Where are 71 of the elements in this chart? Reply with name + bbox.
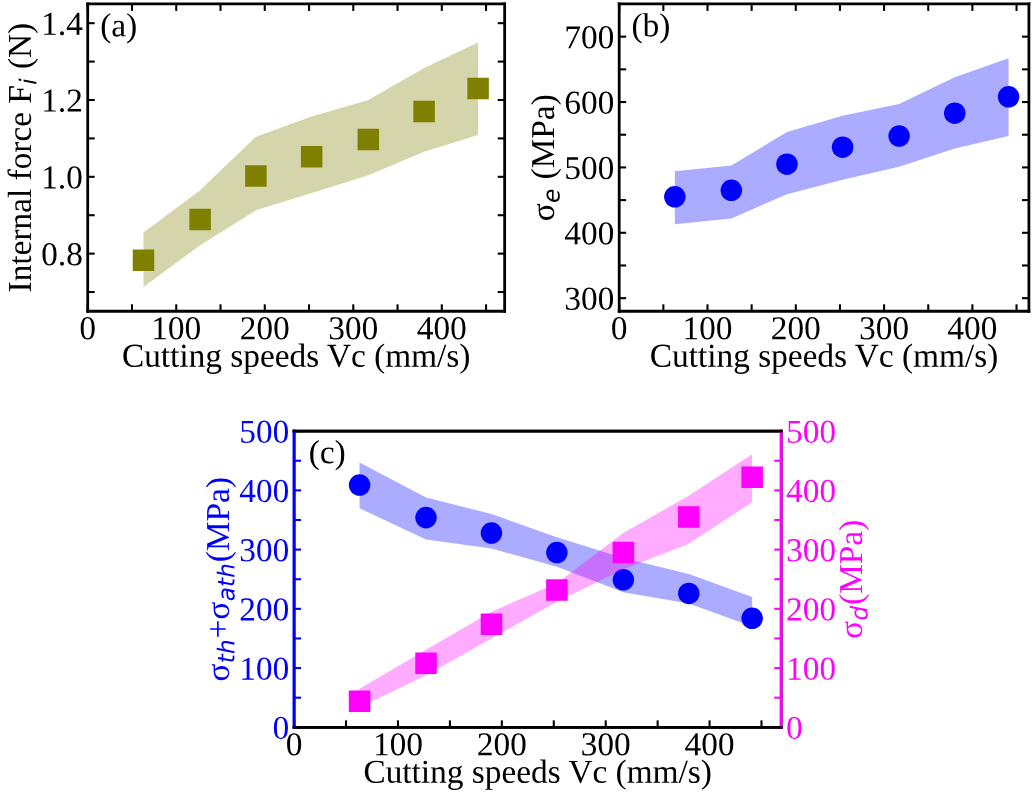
x-axis-title: Cutting speeds Vc (mm/s) <box>364 759 711 790</box>
point <box>415 652 437 675</box>
point <box>467 77 489 100</box>
point <box>720 179 743 202</box>
point <box>357 128 380 151</box>
point <box>132 249 155 271</box>
point <box>678 506 700 528</box>
y2-tick-label: 500 <box>788 420 835 444</box>
y-tick-label: 1.4 <box>44 12 83 36</box>
x-tick-label: 400 <box>685 733 734 756</box>
x-tick-label: 300 <box>582 733 630 756</box>
point <box>480 522 503 544</box>
point <box>776 153 798 175</box>
point <box>831 136 854 158</box>
y-tick-label: 200 <box>240 598 288 621</box>
y-tick-label: 300 <box>565 287 614 311</box>
y-tick-label: 500 <box>566 156 614 180</box>
point <box>612 541 635 564</box>
y2-tick-label: 100 <box>789 657 835 680</box>
y-tick-label: 600 <box>565 91 614 114</box>
point <box>413 100 435 123</box>
x-tick-label: 100 <box>685 317 732 340</box>
point <box>741 466 763 489</box>
y2-tick-label: 300 <box>787 539 835 562</box>
x-tick-label: 300 <box>860 317 908 340</box>
y-axis-title: σ$_{th}$+σ$_{ath}$(MPa) <box>205 478 237 681</box>
y2-axis-title: σ$_{d}$(MPa) <box>838 521 870 638</box>
x-tick-label: 100 <box>154 317 200 340</box>
y-tick-label: 400 <box>239 479 288 503</box>
point <box>943 102 966 124</box>
y-axis-title: σ$_{e}$ (MPa) <box>530 95 562 220</box>
y2-tick-label: 0 <box>787 716 802 740</box>
x-axis-title: Cutting speeds Vc (mm/s) <box>123 343 469 374</box>
y-tick-label: 300 <box>240 539 288 562</box>
y2-tick-label: 200 <box>787 598 835 621</box>
annotation: (c) <box>310 440 345 471</box>
x-tick-label: 300 <box>329 317 378 340</box>
x-tick-label: 200 <box>772 317 820 340</box>
point <box>888 125 910 147</box>
x-axis-title: Cutting speeds Vc (mm/s) <box>651 343 997 374</box>
y-tick-label: 0.8 <box>42 243 82 266</box>
point <box>189 208 211 231</box>
y-axis-title: Internal force F$_{i}$ (N) <box>7 24 38 292</box>
point <box>678 582 700 605</box>
point <box>348 474 371 496</box>
y-tick-label: 500 <box>241 420 288 444</box>
y-tick-label: 100 <box>242 657 288 680</box>
x-tick-label: 400 <box>417 317 466 340</box>
point <box>415 506 437 529</box>
x-tick-label: 100 <box>375 733 422 756</box>
x-tick-label: 200 <box>478 733 526 756</box>
y-tick-label: 700 <box>566 26 614 49</box>
point <box>741 607 763 630</box>
x-tick-label: 400 <box>948 317 997 340</box>
annotation: (b) <box>632 13 669 44</box>
y2-tick-label: 400 <box>786 479 835 503</box>
point <box>480 613 503 635</box>
point <box>997 86 1020 108</box>
y-tick-label: 0 <box>273 716 288 740</box>
point <box>245 165 267 187</box>
point <box>546 579 568 601</box>
point <box>612 569 635 591</box>
point <box>348 690 371 712</box>
y-tick-label: 1.0 <box>44 166 82 189</box>
point <box>300 146 323 168</box>
x-tick-label: 0 <box>287 733 302 756</box>
point <box>664 186 686 208</box>
annotation: (a) <box>101 13 136 44</box>
point <box>546 541 568 564</box>
y-tick-label: 1.2 <box>44 89 82 113</box>
y-tick-label: 400 <box>564 222 614 245</box>
